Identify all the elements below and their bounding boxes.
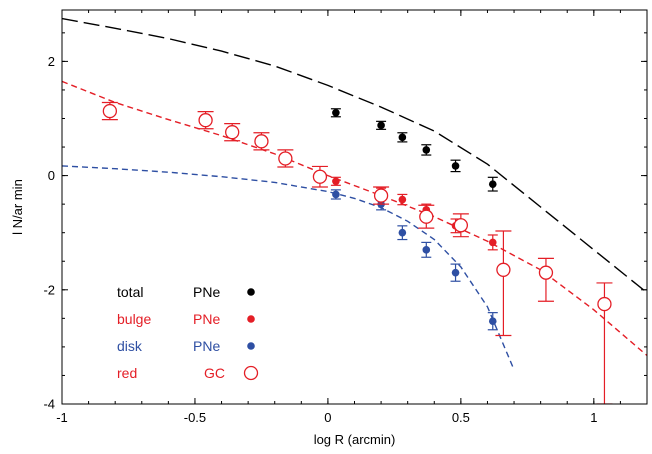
disk-fit-line: [62, 165, 515, 370]
total-point: [450, 159, 461, 173]
red-gc-point: [596, 282, 613, 404]
red-gc-point: [373, 186, 390, 205]
legend-marker: [243, 365, 259, 381]
y-tick-label: 0: [48, 168, 55, 183]
red-gc-point: [311, 165, 328, 188]
red-gc-point: [495, 230, 512, 337]
red-gc-point: [101, 101, 118, 121]
x-tick-label: 0.5: [452, 410, 470, 425]
legend-type-label: PNe: [193, 311, 220, 327]
axis-ticks: -1 -0.5 0 0.5 1 -4 -2 0 2: [43, 10, 648, 425]
red-gc-point: [537, 257, 554, 302]
total-point: [397, 132, 408, 143]
legend-label: bulge: [117, 311, 151, 327]
total-point: [376, 120, 387, 130]
disk-point: [397, 225, 408, 241]
x-tick-label: 0: [324, 410, 331, 425]
legend-type-label: PNe: [193, 338, 220, 354]
total-point: [330, 108, 341, 118]
legend-label: disk: [117, 338, 143, 354]
legend-type-label: GC: [204, 365, 225, 381]
x-tick-label: -1: [56, 410, 68, 425]
legend-marker: [247, 315, 255, 323]
red-gc-point: [418, 204, 435, 229]
legend-label: red: [117, 365, 137, 381]
y-tick-label: -2: [43, 282, 55, 297]
x-axis-label: log R (arcmin): [314, 432, 396, 447]
bulge-fit-line: [62, 80, 647, 357]
x-tick-label: -0.5: [184, 410, 206, 425]
total-point: [421, 144, 432, 156]
legend: total PNe bulge PNe disk PNe red GC: [117, 284, 259, 381]
red-gc-point: [277, 149, 294, 168]
fit-curves: [62, 17, 647, 370]
total-point: [487, 176, 498, 192]
y-axis-label: l N/ar min: [10, 179, 25, 235]
red-gc-point: [197, 111, 214, 130]
disk-point: [487, 312, 498, 331]
legend-label: total: [117, 284, 143, 300]
x-tick-label: 1: [590, 410, 597, 425]
disk-point: [421, 241, 432, 258]
red-gc-point: [253, 132, 270, 151]
red-gc-point: [224, 123, 241, 142]
red-gc-point: [452, 213, 469, 238]
data-points: [101, 101, 613, 404]
bulge-point: [487, 234, 498, 251]
legend-marker: [247, 288, 255, 296]
bulge-point: [330, 176, 341, 186]
y-tick-label: -4: [43, 397, 55, 412]
plot-frame: [61, 9, 648, 405]
disk-point: [450, 263, 461, 282]
legend-marker: [247, 342, 255, 350]
disk-point: [330, 189, 341, 200]
y-tick-label: 2: [48, 54, 55, 69]
bulge-point: [397, 193, 408, 206]
total-fit-line: [62, 17, 647, 294]
legend-type-label: PNe: [193, 284, 220, 300]
